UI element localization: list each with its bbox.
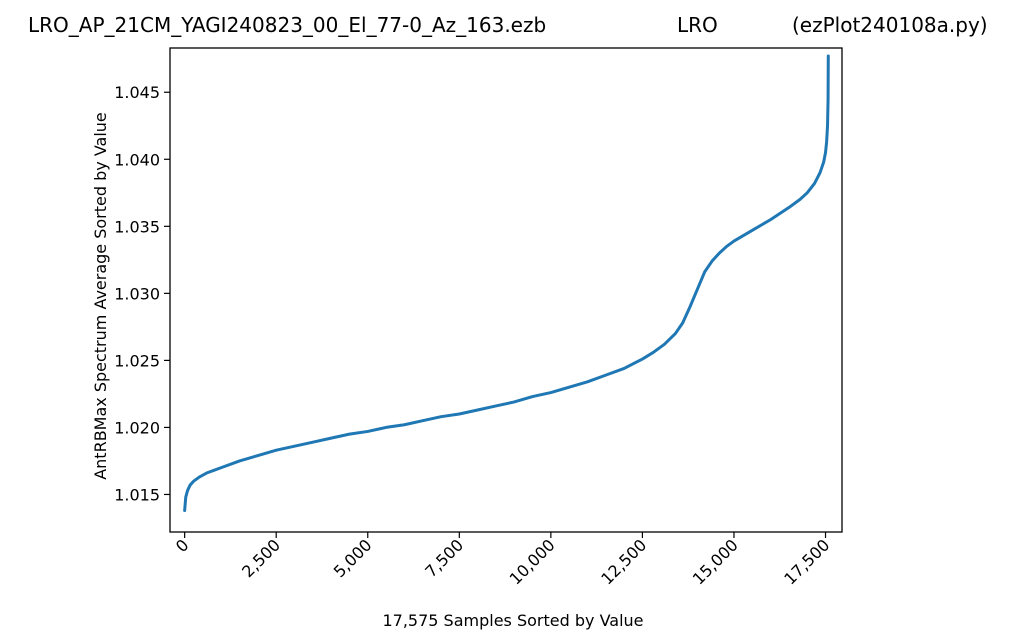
y-axis: 1.015 1.020 1.025 1.030 1.035 1.040 1.045 xyxy=(114,83,170,504)
y-tick-label: 1.030 xyxy=(114,284,160,303)
header-script: (ezPlot240108a.py) xyxy=(792,13,988,37)
series-line xyxy=(183,54,830,513)
y-tick-label: 1.015 xyxy=(114,485,160,504)
header-site: LRO xyxy=(677,13,718,37)
y-axis-label: AntRBMax Spectrum Average Sorted by Valu… xyxy=(91,112,110,480)
x-tick-label: 10,000 xyxy=(506,535,559,588)
x-axis: 0 2,500 5,000 7,500 10,000 12,500 15,000 17,500 xyxy=(172,532,833,588)
y-tick-label: 1.035 xyxy=(114,217,160,236)
header-filename: LRO_AP_21CM_YAGI240823_00_El_77-0_Az_163… xyxy=(28,13,546,37)
y-tick-label: 1.045 xyxy=(114,83,160,102)
x-tick-label: 0 xyxy=(172,535,193,556)
x-axis-label: 17,575 Samples Sorted by Value xyxy=(382,611,643,630)
x-tick-label: 12,500 xyxy=(597,535,650,588)
x-tick-label: 15,000 xyxy=(689,535,742,588)
y-tick-label: 1.025 xyxy=(114,351,160,370)
y-tick-label: 1.040 xyxy=(114,150,160,169)
x-tick-label: 2,500 xyxy=(238,535,284,581)
chart-header: LRO_AP_21CM_YAGI240823_00_El_77-0_Az_163… xyxy=(28,13,988,37)
x-tick-label: 7,500 xyxy=(421,535,467,581)
y-tick-label: 1.020 xyxy=(114,418,160,437)
x-tick-label: 5,000 xyxy=(330,535,376,581)
x-tick-label: 17,500 xyxy=(780,535,833,588)
plot-frame xyxy=(169,47,843,533)
